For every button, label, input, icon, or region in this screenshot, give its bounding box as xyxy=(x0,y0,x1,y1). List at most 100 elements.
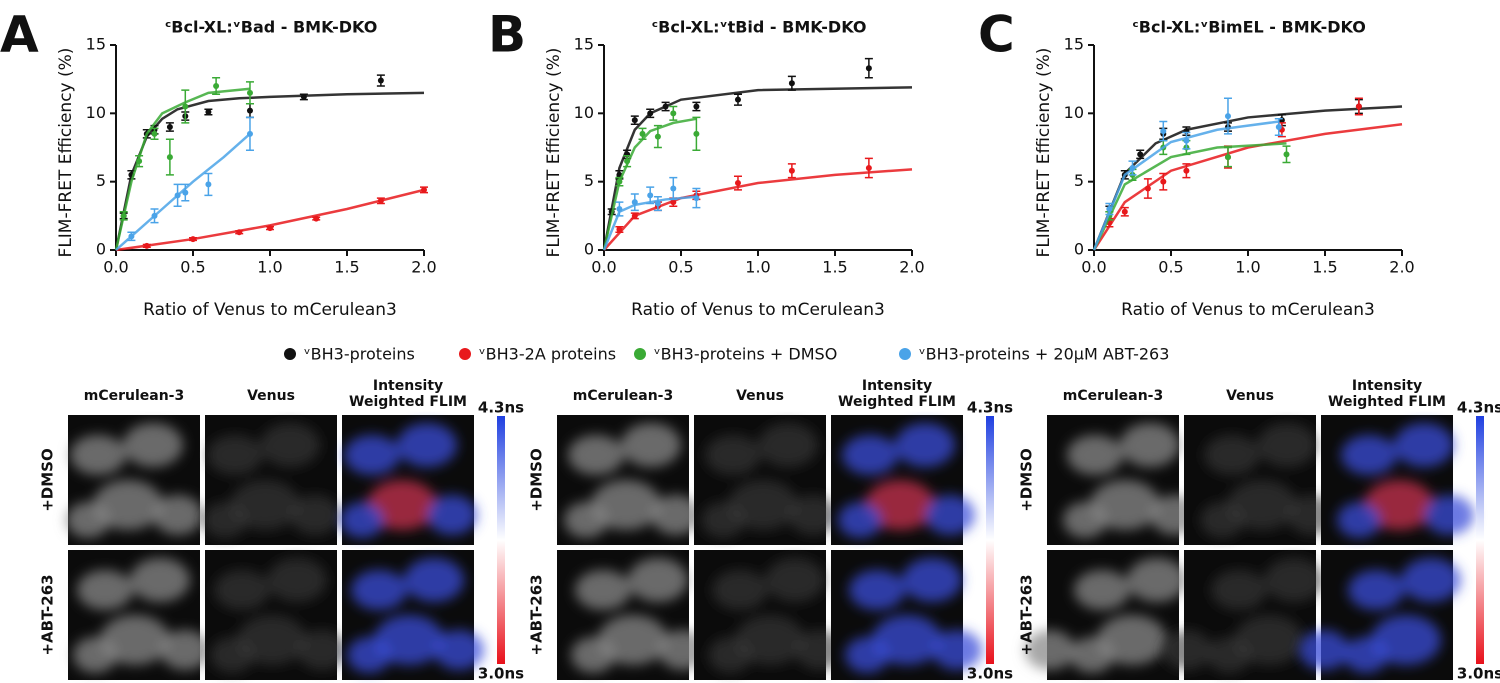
cell xyxy=(651,495,701,535)
cell xyxy=(788,495,838,535)
cell xyxy=(932,630,982,670)
data-point xyxy=(865,65,872,72)
data-point xyxy=(1355,103,1362,110)
y-tick-label: 10 xyxy=(1064,103,1084,122)
x-tick-label: 2.0 xyxy=(899,258,924,277)
data-point xyxy=(1224,113,1231,120)
x-tick-label: 0.5 xyxy=(668,258,693,277)
column-header: Intensity Weighted FLIM xyxy=(349,378,467,410)
cell xyxy=(1394,423,1454,467)
cell xyxy=(568,435,624,475)
fit-line xyxy=(603,168,913,251)
cell xyxy=(758,423,818,467)
cell xyxy=(849,570,905,610)
data-point xyxy=(670,110,677,117)
column-header: Venus xyxy=(1226,388,1274,404)
cell-signal xyxy=(1299,558,1461,673)
cell xyxy=(427,495,477,535)
data-point xyxy=(788,80,795,87)
data-point xyxy=(1160,128,1167,135)
data-point xyxy=(670,185,677,192)
cell xyxy=(591,480,661,530)
cell xyxy=(70,435,126,475)
legend-label: ᵛBH3-proteins xyxy=(304,345,415,364)
data-point xyxy=(128,233,135,240)
data-point xyxy=(174,192,181,199)
fit-line xyxy=(602,195,697,251)
data-point xyxy=(166,124,173,130)
y-tick-label: 0 xyxy=(1074,240,1084,259)
y-tick-label: 5 xyxy=(584,171,594,190)
legend-marker xyxy=(459,348,471,360)
y-axis-label: FLIM-FRET Efficiency (%) xyxy=(544,48,564,258)
data-point xyxy=(246,130,253,137)
color-scale xyxy=(497,416,505,664)
y-tick-label: 15 xyxy=(86,35,106,54)
x-tick-label: 1.0 xyxy=(1235,258,1260,277)
cell xyxy=(1299,630,1349,670)
data-point xyxy=(1224,154,1231,161)
data-point xyxy=(616,206,623,212)
y-tick-label: 10 xyxy=(574,103,594,122)
data-point xyxy=(1183,137,1190,144)
legend-marker xyxy=(634,348,646,360)
cell xyxy=(1371,615,1441,665)
y-tick-label: 5 xyxy=(1074,171,1084,190)
cell xyxy=(1257,423,1317,467)
data-point xyxy=(1160,178,1167,185)
cell xyxy=(207,435,263,475)
cell xyxy=(845,637,889,673)
x-axis-label: Ratio of Venus to mCerulean3 xyxy=(1121,300,1375,320)
legend-marker xyxy=(899,348,911,360)
cell xyxy=(1264,558,1324,602)
x-tick-label: 0.5 xyxy=(1158,258,1183,277)
scale-min: 3.0ns xyxy=(967,665,1013,683)
data-point xyxy=(205,181,212,188)
data-point xyxy=(166,154,173,161)
cell-signal xyxy=(838,423,975,538)
data-point xyxy=(670,199,677,206)
data-point xyxy=(136,158,143,165)
data-point xyxy=(693,130,700,137)
cell xyxy=(153,495,203,535)
cell xyxy=(230,480,300,530)
cell xyxy=(925,495,975,535)
legend-label: ᵛBH3-proteins + 20µM ABT-263 xyxy=(919,345,1169,364)
x-tick-label: 1.5 xyxy=(1312,258,1337,277)
column-header: Venus xyxy=(247,388,295,404)
data-point xyxy=(1275,124,1282,130)
x-tick-label: 0.0 xyxy=(103,258,128,277)
chart-title: ᶜBcl-XL:ᵛtBid - BMK-DKO xyxy=(652,18,867,37)
x-tick-label: 0.5 xyxy=(180,258,205,277)
scale-min: 3.0ns xyxy=(1457,665,1500,683)
cell xyxy=(842,435,898,475)
data-point xyxy=(734,96,741,103)
chart-title: ᶜBcl-XL:ᵛBad - BMK-DKO xyxy=(165,18,378,37)
cell xyxy=(708,637,752,673)
data-point xyxy=(631,212,638,219)
data-point xyxy=(182,103,189,110)
cell xyxy=(1067,435,1123,475)
cell xyxy=(73,637,117,673)
y-tick-label: 15 xyxy=(1064,35,1084,54)
x-tick-label: 1.5 xyxy=(334,258,359,277)
data-point xyxy=(1183,167,1190,174)
cell xyxy=(340,502,384,538)
cell xyxy=(1341,435,1397,475)
data-point xyxy=(647,192,654,199)
cell xyxy=(203,502,247,538)
row-label: +DMSO xyxy=(528,448,546,512)
x-tick-label: 1.0 xyxy=(745,258,770,277)
cell xyxy=(865,480,935,530)
cell-signal xyxy=(708,558,845,673)
cell xyxy=(344,435,400,475)
fit-line xyxy=(1092,105,1403,251)
scale-max: 4.3ns xyxy=(967,399,1013,417)
cell xyxy=(598,615,668,665)
row-label: +ABT-263 xyxy=(1018,574,1036,655)
cell xyxy=(765,558,825,602)
y-axis-label: FLIM-FRET Efficiency (%) xyxy=(1034,48,1054,258)
fit-line xyxy=(1092,142,1287,251)
cell xyxy=(895,423,955,467)
data-point xyxy=(1129,165,1136,171)
